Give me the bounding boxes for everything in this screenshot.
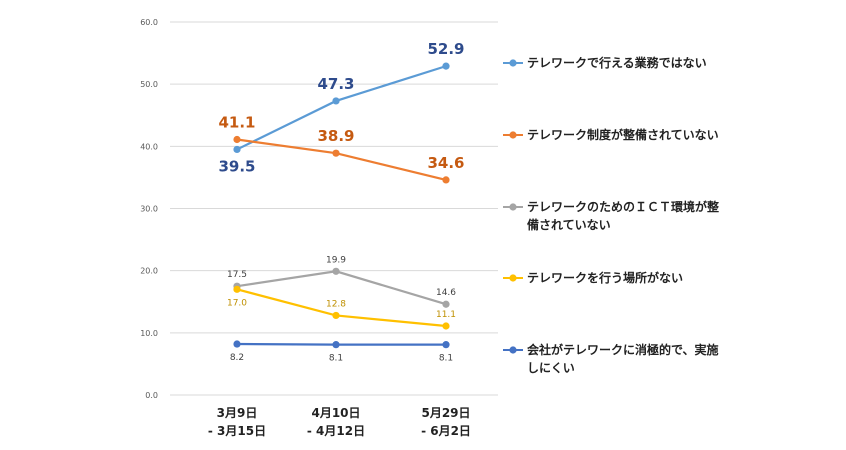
data-point-3-1 <box>332 311 340 320</box>
x-tick-label-1-1: - 4月12日 <box>307 424 365 438</box>
series-line-4 <box>236 342 446 346</box>
y-tick-label-1: 10.0 <box>140 329 158 338</box>
data-label-3-1: 12.8 <box>326 299 346 309</box>
x-tick-label-2-1: - 6月2日 <box>421 424 471 438</box>
legend-label-2-0: テレワークのためのＩＣＴ環境が整 <box>527 199 719 214</box>
data-label-3-0: 17.0 <box>227 298 247 308</box>
y-tick-label-6: 60.0 <box>140 18 158 27</box>
data-point-0-0 <box>233 145 241 154</box>
data-point-3-2 <box>442 322 450 330</box>
legend-label-4-0: 会社がテレワークに消極的で、実施 <box>527 342 719 357</box>
data-point-2-1 <box>332 267 340 275</box>
y-tick-label-2: 20.0 <box>140 267 158 276</box>
y-tick-label-0: 0.0 <box>145 391 158 400</box>
data-point-1-1 <box>332 149 340 157</box>
legend-marker-0 <box>509 59 517 67</box>
data-label-4-2: 8.1 <box>439 354 453 364</box>
data-label-0-1: 47.3 <box>317 75 354 93</box>
y-tick-label-3: 30.0 <box>140 205 158 214</box>
data-label-0-2: 52.9 <box>427 40 464 58</box>
legend-label-4-1: しにくい <box>527 361 575 375</box>
data-label-4-1: 8.1 <box>329 354 343 364</box>
data-label-2-0: 17.5 <box>227 270 247 280</box>
legend-marker-3 <box>509 274 517 282</box>
legend-label-1-0: テレワーク制度が整備されていない <box>527 127 719 142</box>
data-point-0-1 <box>332 97 340 105</box>
legend-marker-1 <box>509 131 517 139</box>
legend-marker-2 <box>509 203 517 211</box>
x-tick-label-1-0: 4月10日 <box>311 406 360 420</box>
series-line-1 <box>236 138 447 181</box>
data-label-0-0: 39.5 <box>218 157 255 175</box>
legend-marker-4 <box>509 346 517 354</box>
data-point-1-0 <box>233 135 241 144</box>
data-point-4-0 <box>233 340 241 348</box>
data-label-3-2: 11.1 <box>436 310 456 320</box>
y-tick-label-5: 50.0 <box>140 80 158 89</box>
y-tick-label-4: 40.0 <box>140 142 158 151</box>
x-tick-label-2-0: 5月29日 <box>421 406 470 420</box>
data-label-2-2: 14.6 <box>436 288 456 298</box>
data-label-4-0: 8.2 <box>230 353 244 363</box>
legend-label-3-0: テレワークを行う場所がない <box>527 270 683 285</box>
data-label-1-0: 41.1 <box>218 113 255 131</box>
data-label-1-2: 34.6 <box>427 154 464 172</box>
legend-label-2-1: 備されていない <box>527 217 611 232</box>
data-point-1-2 <box>442 176 450 184</box>
data-point-4-2 <box>442 341 450 349</box>
data-point-3-0 <box>233 285 241 293</box>
data-point-4-1 <box>332 341 340 349</box>
legend-label-0-0: テレワークで行える業務ではない <box>527 55 707 70</box>
x-tick-label-0-0: 3月9日 <box>217 406 258 420</box>
data-label-1-1: 38.9 <box>317 127 354 145</box>
data-label-2-1: 19.9 <box>326 255 346 265</box>
data-point-2-2 <box>442 300 450 308</box>
data-point-0-2 <box>442 62 450 70</box>
x-tick-label-0-1: - 3月15日 <box>208 424 266 438</box>
